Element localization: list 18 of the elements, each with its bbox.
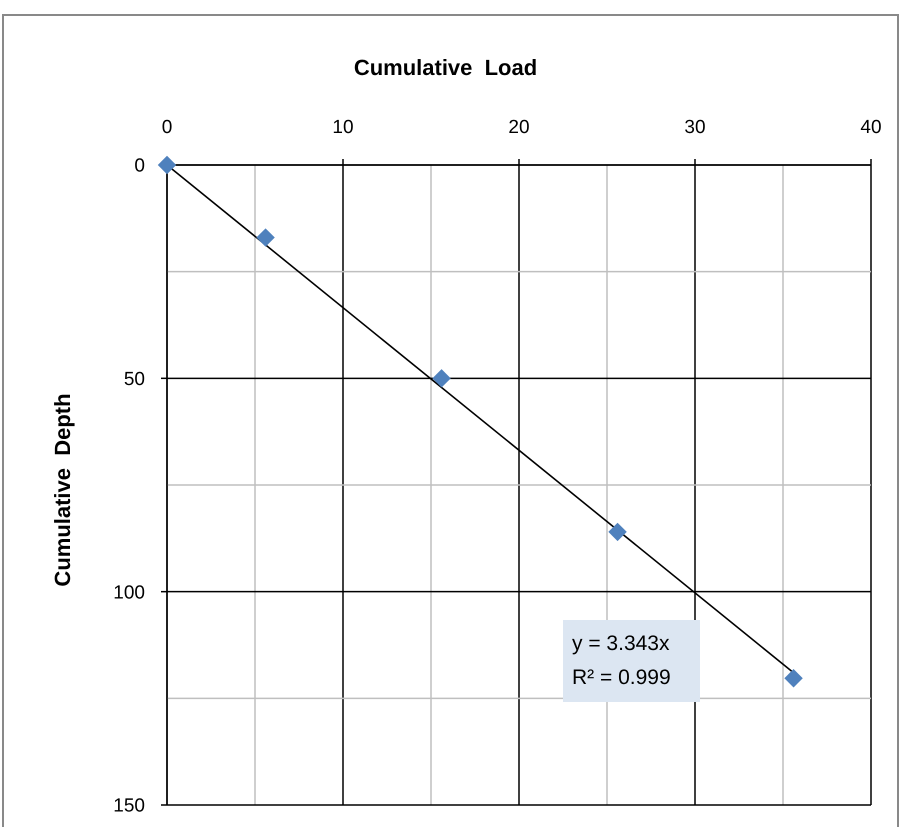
point [432, 369, 451, 388]
x-tick-label: 30 [684, 117, 706, 138]
point [784, 669, 803, 688]
x-axis-title: Cumulative Load [354, 55, 538, 80]
x-tick-label: 40 [860, 117, 882, 138]
y-axis-title: Cumulative Depth [50, 393, 75, 587]
x-tick-label: 20 [508, 117, 530, 138]
x-tick-label: 0 [162, 117, 172, 138]
annotation: y = 3.343x [572, 632, 670, 655]
y-tick-label: 100 [113, 582, 145, 604]
point [608, 522, 627, 542]
y-tick-label: 0 [134, 156, 145, 177]
point [256, 228, 275, 247]
annotation: R² = 0.999 [572, 666, 671, 689]
y-tick-label: 50 [124, 368, 145, 390]
x-tick-label: 10 [332, 117, 354, 138]
y-tick-label: 150 [113, 796, 145, 817]
point [158, 156, 176, 174]
